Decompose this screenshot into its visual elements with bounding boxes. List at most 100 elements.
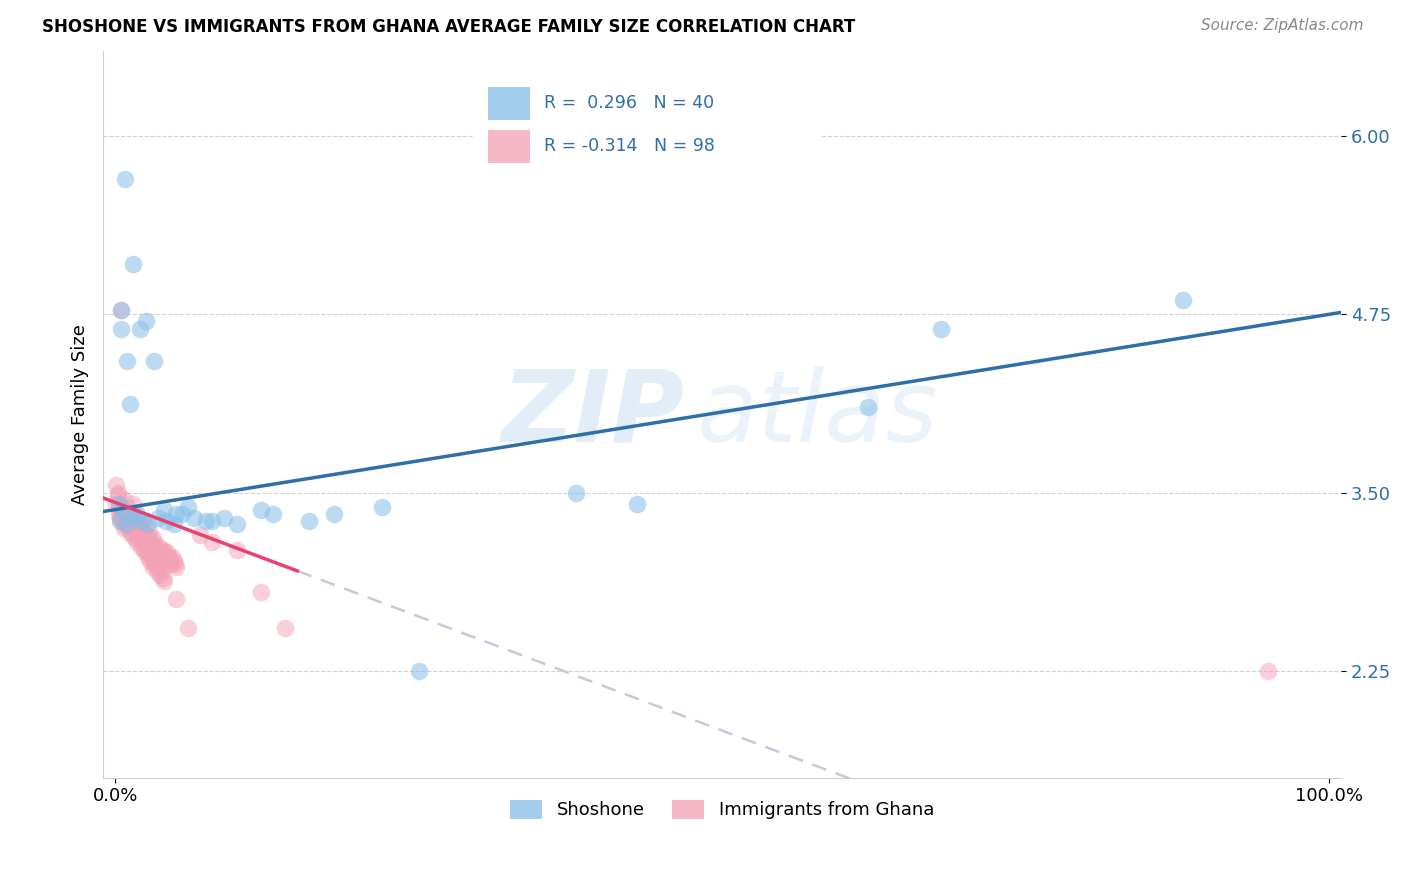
Point	[115, 516, 138, 531]
Point	[143, 540, 166, 554]
Point	[214, 511, 236, 525]
Point	[160, 557, 183, 571]
Text: SHOSHONE VS IMMIGRANTS FROM GHANA AVERAGE FAMILY SIZE CORRELATION CHART: SHOSHONE VS IMMIGRANTS FROM GHANA AVERAG…	[42, 18, 855, 36]
Point	[108, 497, 131, 511]
Point	[117, 521, 139, 535]
Point	[148, 540, 170, 554]
Point	[108, 511, 131, 525]
Point	[165, 592, 187, 607]
Point	[132, 525, 155, 540]
Point	[152, 542, 174, 557]
Point	[155, 554, 177, 568]
Point	[165, 507, 187, 521]
Point	[145, 564, 167, 578]
Point	[371, 500, 394, 514]
Point	[135, 535, 157, 549]
Point	[131, 514, 153, 528]
Point	[124, 531, 146, 545]
Point	[136, 531, 159, 545]
Point	[125, 516, 148, 531]
Point	[143, 535, 166, 549]
Point	[118, 397, 141, 411]
Point	[105, 478, 128, 492]
Point	[162, 549, 184, 564]
Point	[117, 511, 139, 525]
Point	[120, 516, 142, 531]
Point	[122, 257, 145, 271]
Point	[132, 531, 155, 545]
Point	[165, 559, 187, 574]
Point	[143, 557, 166, 571]
Point	[107, 485, 129, 500]
Point	[170, 507, 193, 521]
Point	[117, 354, 139, 368]
Point	[117, 516, 139, 531]
Point	[135, 528, 157, 542]
Point	[153, 545, 176, 559]
Point	[177, 500, 200, 514]
Point	[125, 525, 148, 540]
Point	[114, 172, 136, 186]
Point	[131, 531, 153, 545]
Point	[163, 557, 186, 571]
Point	[115, 511, 138, 525]
Point	[195, 514, 218, 528]
Point	[929, 321, 952, 335]
Point	[127, 507, 149, 521]
Point	[127, 535, 149, 549]
Point	[136, 549, 159, 564]
Point	[141, 540, 163, 554]
Point	[153, 574, 176, 588]
Point	[127, 525, 149, 540]
Point	[118, 525, 141, 540]
Point	[408, 664, 430, 678]
Point	[105, 497, 128, 511]
Point	[120, 516, 142, 531]
Point	[201, 514, 224, 528]
Point	[141, 549, 163, 564]
Point	[146, 559, 169, 574]
Point	[153, 549, 176, 564]
Point	[143, 354, 166, 368]
Point	[108, 502, 131, 516]
Point	[225, 516, 247, 531]
Point	[107, 488, 129, 502]
Point	[134, 516, 156, 531]
Point	[129, 540, 152, 554]
Point	[134, 542, 156, 557]
Point	[156, 545, 179, 559]
Point	[142, 559, 165, 574]
Point	[117, 500, 139, 514]
Point	[142, 531, 165, 545]
Point	[155, 514, 177, 528]
Point	[262, 507, 284, 521]
Point	[225, 542, 247, 557]
Point	[118, 507, 141, 521]
Point	[131, 535, 153, 549]
Point	[136, 516, 159, 531]
Point	[565, 485, 588, 500]
Point	[150, 564, 173, 578]
Point	[177, 621, 200, 635]
Point	[135, 540, 157, 554]
Point	[146, 511, 169, 525]
Point	[139, 554, 162, 568]
Point	[856, 400, 879, 414]
Point	[1257, 664, 1279, 678]
Point	[146, 545, 169, 559]
Point	[112, 521, 135, 535]
Point	[110, 502, 132, 516]
Text: Source: ZipAtlas.com: Source: ZipAtlas.com	[1201, 18, 1364, 33]
Point	[128, 514, 150, 528]
Point	[183, 511, 205, 525]
Point	[138, 525, 160, 540]
Point	[111, 514, 134, 528]
Point	[110, 303, 132, 318]
Point	[188, 528, 211, 542]
Point	[129, 525, 152, 540]
Point	[149, 568, 172, 582]
Point	[149, 545, 172, 559]
Point	[122, 507, 145, 521]
Point	[145, 542, 167, 557]
Point	[162, 554, 184, 568]
